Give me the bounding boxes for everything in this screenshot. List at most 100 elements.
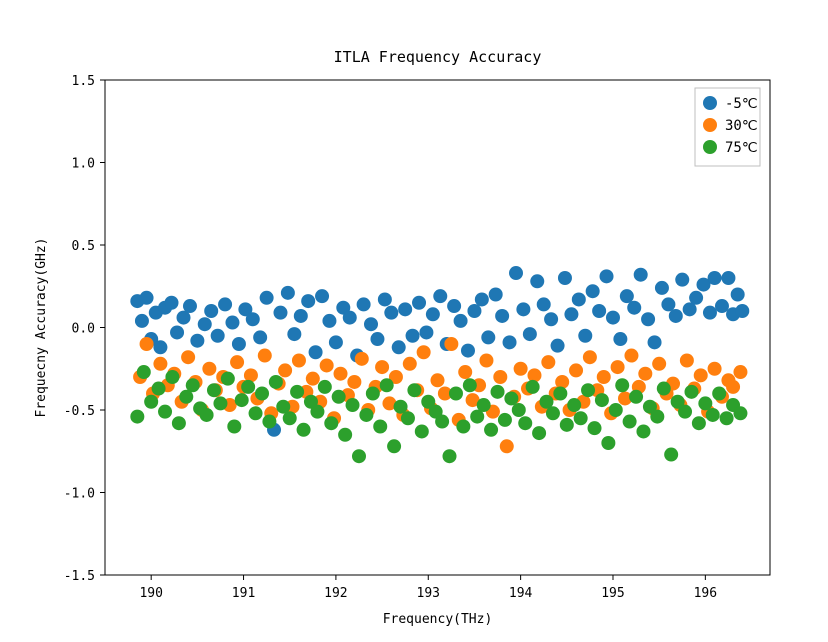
data-point [218, 297, 232, 311]
data-point [518, 416, 532, 430]
data-point [426, 307, 440, 321]
data-point [715, 299, 729, 313]
data-point [315, 289, 329, 303]
data-point [560, 418, 574, 432]
data-point [301, 294, 315, 308]
data-point [297, 423, 311, 437]
data-point [246, 312, 260, 326]
y-tick-label: 0.0 [72, 322, 95, 337]
data-point [481, 330, 495, 344]
data-point [320, 358, 334, 372]
data-point [495, 309, 509, 323]
data-point [433, 289, 447, 303]
data-point [532, 426, 546, 440]
data-point [357, 297, 371, 311]
data-point [380, 378, 394, 392]
data-point [512, 403, 526, 417]
data-point [541, 355, 555, 369]
data-point [415, 424, 429, 438]
data-point [225, 316, 239, 330]
data-point [370, 332, 384, 346]
data-point [600, 269, 614, 283]
data-point [306, 372, 320, 386]
x-tick-label: 190 [139, 586, 162, 601]
data-point [384, 306, 398, 320]
data-point [221, 372, 235, 386]
data-point [343, 311, 357, 325]
data-point [165, 296, 179, 310]
data-point [406, 329, 420, 343]
data-point [558, 271, 572, 285]
x-tick-label: 191 [232, 586, 255, 601]
data-point [260, 291, 274, 305]
data-point [720, 411, 734, 425]
data-point [235, 393, 249, 407]
data-point [394, 400, 408, 414]
y-tick-label: 1.0 [72, 157, 95, 172]
data-point [262, 415, 276, 429]
data-point [318, 380, 332, 394]
data-point [332, 390, 346, 404]
data-point [287, 327, 301, 341]
data-point [624, 349, 638, 363]
data-point [202, 362, 216, 376]
data-point [613, 332, 627, 346]
y-tick-label: 1.5 [72, 74, 95, 89]
data-point [165, 370, 179, 384]
data-point [735, 304, 749, 318]
data-point [634, 268, 648, 282]
legend-label: 30℃ [725, 118, 758, 134]
data-point [477, 398, 491, 412]
data-point [359, 408, 373, 422]
data-point [355, 352, 369, 366]
data-point [680, 354, 694, 368]
data-point [553, 387, 567, 401]
data-point [657, 382, 671, 396]
data-point [592, 304, 606, 318]
data-point [733, 406, 747, 420]
data-point [694, 368, 708, 382]
data-point [152, 382, 166, 396]
data-point [346, 398, 360, 412]
data-point [130, 410, 144, 424]
x-tick-label: 193 [417, 586, 440, 601]
data-point [338, 428, 352, 442]
y-tick-label: 0.5 [72, 239, 95, 254]
data-point [153, 340, 167, 354]
data-point [615, 378, 629, 392]
chart-canvas: 190191192193194195196-1.5-1.0-0.50.00.51… [0, 0, 828, 642]
data-point [544, 312, 558, 326]
data-point [578, 329, 592, 343]
x-tick-label: 194 [509, 586, 533, 601]
data-point [230, 355, 244, 369]
data-point [588, 421, 602, 435]
data-point [140, 337, 154, 351]
data-point [153, 357, 167, 371]
data-point [290, 385, 304, 399]
data-point [352, 449, 366, 463]
data-point [491, 385, 505, 399]
data-point [431, 373, 445, 387]
data-point [292, 354, 306, 368]
data-point [456, 420, 470, 434]
data-point [140, 291, 154, 305]
data-point [526, 380, 540, 394]
data-point [255, 387, 269, 401]
data-point [703, 306, 717, 320]
data-point [678, 405, 692, 419]
data-point [627, 301, 641, 315]
data-point [378, 292, 392, 306]
data-point [310, 405, 324, 419]
data-point [504, 391, 518, 405]
data-point [232, 337, 246, 351]
data-point [135, 314, 149, 328]
data-point [407, 383, 421, 397]
data-point [398, 302, 412, 316]
data-point [569, 363, 583, 377]
x-tick-label: 196 [694, 586, 717, 601]
data-point [281, 286, 295, 300]
data-point [186, 378, 200, 392]
data-point [597, 370, 611, 384]
data-point [322, 314, 336, 328]
data-point [204, 304, 218, 318]
